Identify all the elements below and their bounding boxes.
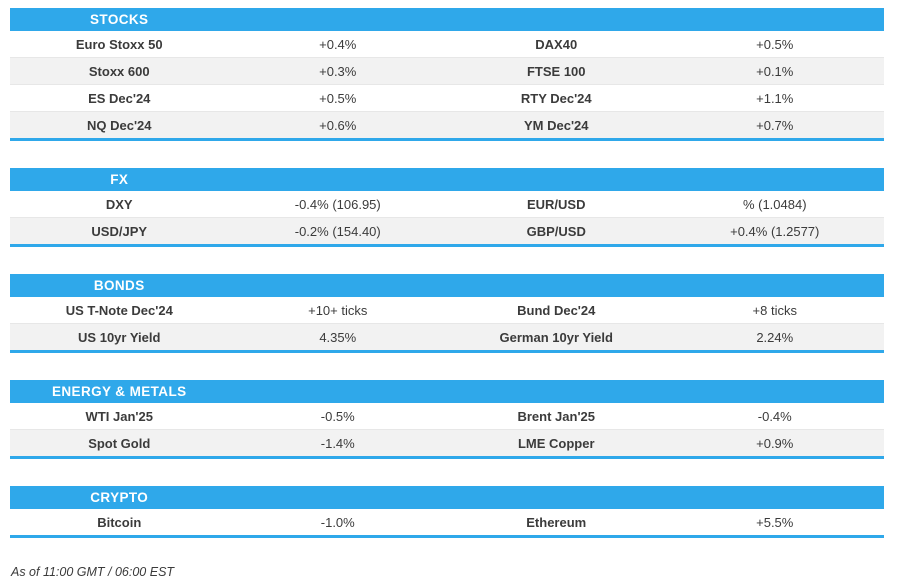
instrument-value: +0.4% xyxy=(319,36,357,52)
instrument-name: ES Dec'24 xyxy=(10,84,229,112)
instrument-value: 4.35% xyxy=(228,323,447,352)
market-row: US 10yr Yield 4.35% German 10yr Yield 2.24% xyxy=(10,323,884,352)
instrument-name: Bitcoin xyxy=(97,514,142,530)
market-row: Euro Stoxx 50 +0.4% DAX40 +0.5% xyxy=(10,31,884,58)
section-header-spacer xyxy=(228,274,447,297)
instrument-value: 2.24% xyxy=(665,323,884,352)
market-row: ES Dec'24 +0.5% RTY Dec'24 +1.1% xyxy=(10,84,884,112)
instrument-value: -0.4% xyxy=(757,408,792,424)
section-header-spacer xyxy=(228,8,447,31)
instrument-value: -0.2% (154.40) xyxy=(228,217,447,246)
section-header-row: BONDS xyxy=(10,274,884,297)
market-row: US T-Note Dec'24 +10+ ticks Bund Dec'24 +8 … xyxy=(10,297,884,324)
section-title: STOCKS xyxy=(10,8,229,31)
instrument-name: WTI Jan'25 xyxy=(85,408,153,424)
market-table-stocks: STOCKS Euro Stoxx 50 +0.4% DAX40 +0.5% Stoxx … xyxy=(10,8,884,141)
instrument-name: GBP/USD xyxy=(447,217,666,246)
market-row: WTI Jan'25 -0.5% Brent Jan'25 -0.4% xyxy=(10,403,884,430)
market-row: Bitcoin -1.0% Ethereum +5.5% xyxy=(10,509,884,537)
market-row: Spot Gold -1.4% LME Copper +0.9% xyxy=(10,429,884,458)
section-header-row: CRYPTO xyxy=(10,486,884,509)
instrument-name: Bund Dec'24 xyxy=(517,302,596,318)
section-title: CRYPTO xyxy=(10,486,229,509)
section-header-spacer xyxy=(447,380,666,403)
market-row: DXY -0.4% (106.95) EUR/USD % (1.0484) xyxy=(10,191,884,218)
instrument-value: +1.1% xyxy=(665,84,884,112)
market-table-crypto: CRYPTO Bitcoin -1.0% Ethereum +5.5% xyxy=(10,486,884,538)
instrument-value: +0.1% xyxy=(665,57,884,85)
section-header-spacer xyxy=(447,168,666,191)
market-row: NQ Dec'24 +0.6% YM Dec'24 +0.7% xyxy=(10,111,884,140)
market-table-bonds: BONDS US T-Note Dec'24 +10+ ticks Bund Dec'… xyxy=(10,274,884,353)
section-header-spacer xyxy=(447,274,666,297)
instrument-value: +0.4% (1.2577) xyxy=(665,217,884,246)
section-title: BONDS xyxy=(10,274,229,297)
market-row: USD/JPY -0.2% (154.40) GBP/USD +0.4% (1.257… xyxy=(10,217,884,246)
section-header-spacer xyxy=(228,380,447,403)
instrument-name: DAX40 xyxy=(535,36,578,52)
section-header-spacer xyxy=(665,168,884,191)
section-header-spacer xyxy=(228,486,447,509)
instrument-name: FTSE 100 xyxy=(447,57,666,85)
section-header-row: FX xyxy=(10,168,884,191)
instrument-name: DXY xyxy=(105,196,133,212)
instrument-value: -0.4% (106.95) xyxy=(294,196,381,212)
section-header-spacer xyxy=(228,168,447,191)
instrument-value: +0.6% xyxy=(228,111,447,140)
section-header-row: ENERGY & METALS xyxy=(10,380,884,403)
instrument-value: +0.5% xyxy=(228,84,447,112)
instrument-value: +8 ticks xyxy=(752,302,797,318)
section-header-spacer xyxy=(665,486,884,509)
footer-area: As of 11:00 GMT / 06:00 EST xyxy=(0,565,898,579)
section-header-spacer xyxy=(665,8,884,31)
instrument-name: EUR/USD xyxy=(526,196,586,212)
instrument-value: +5.5% xyxy=(756,514,794,530)
instrument-name: NQ Dec'24 xyxy=(10,111,229,140)
instrument-value: % (1.0484) xyxy=(742,196,807,212)
market-row: Stoxx 600 +0.3% FTSE 100 +0.1% xyxy=(10,57,884,85)
instrument-value: -1.4% xyxy=(228,429,447,458)
market-summary: STOCKS Euro Stoxx 50 +0.4% DAX40 +0.5% Stoxx … xyxy=(10,8,884,538)
instrument-name: YM Dec'24 xyxy=(447,111,666,140)
instrument-value: +0.3% xyxy=(228,57,447,85)
market-table-energy-metals: ENERGY & METALS WTI Jan'25 -0.5% Brent Jan'… xyxy=(10,380,884,459)
instrument-value: +0.7% xyxy=(665,111,884,140)
instrument-name: LME Copper xyxy=(447,429,666,458)
instrument-name: Stoxx 600 xyxy=(10,57,229,85)
section-title: FX xyxy=(10,168,229,191)
instrument-name: USD/JPY xyxy=(10,217,229,246)
instrument-value: +0.5% xyxy=(756,36,794,52)
instrument-name: Euro Stoxx 50 xyxy=(75,36,163,52)
timestamp-note: As of 11:00 GMT / 06:00 EST xyxy=(11,565,175,579)
instrument-name: German 10yr Yield xyxy=(447,323,666,352)
instrument-value: -0.5% xyxy=(320,408,355,424)
instrument-name: Spot Gold xyxy=(10,429,229,458)
section-title: ENERGY & METALS xyxy=(10,380,229,403)
instrument-name: US 10yr Yield xyxy=(10,323,229,352)
section-header-spacer xyxy=(447,486,666,509)
instrument-value: +0.9% xyxy=(665,429,884,458)
section-header-row: STOCKS xyxy=(10,8,884,31)
section-header-spacer xyxy=(665,380,884,403)
instrument-value: +10+ ticks xyxy=(308,302,368,318)
instrument-name: US T-Note Dec'24 xyxy=(65,302,173,318)
market-table-fx: FX DXY -0.4% (106.95) EUR/USD % (1.0484) USD/… xyxy=(10,168,884,247)
instrument-name: Ethereum xyxy=(526,514,587,530)
section-header-spacer xyxy=(447,8,666,31)
instrument-name: RTY Dec'24 xyxy=(447,84,666,112)
instrument-value: -1.0% xyxy=(320,514,355,530)
section-header-spacer xyxy=(665,274,884,297)
instrument-name: Brent Jan'25 xyxy=(517,408,595,424)
